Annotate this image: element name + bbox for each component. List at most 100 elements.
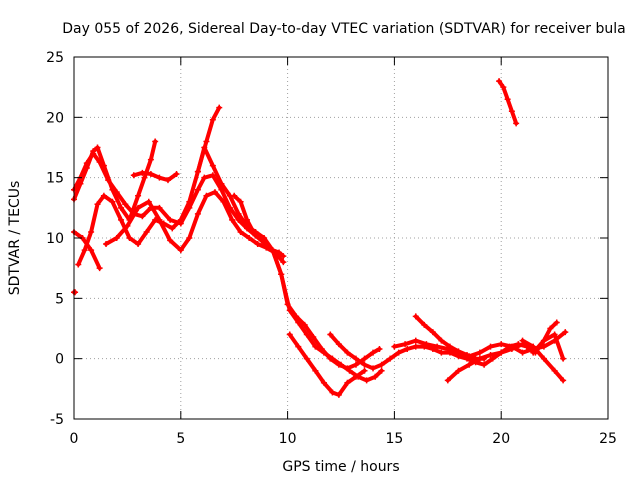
data-point [263, 241, 270, 248]
data-point [203, 138, 210, 145]
series-line [104, 190, 286, 265]
y-tick-label: 15 [46, 171, 64, 187]
data-point [395, 349, 402, 356]
data-point [487, 343, 494, 350]
y-tick-label: -5 [50, 412, 64, 428]
x-tick-label: 10 [279, 431, 297, 447]
data-point [286, 331, 293, 338]
data-point [421, 321, 428, 328]
data-point [498, 349, 505, 356]
data-point [141, 174, 148, 181]
data-point [124, 222, 131, 229]
data-point [553, 319, 560, 326]
y-tick-label: 10 [46, 231, 64, 247]
series-prn-e [103, 189, 287, 266]
data-point [446, 343, 453, 350]
data-point [75, 261, 82, 268]
data-point [177, 216, 184, 223]
data-point [194, 186, 201, 193]
data-point [444, 377, 451, 384]
data-point [344, 349, 351, 356]
data-point [167, 216, 174, 223]
data-point [327, 331, 334, 338]
data-point [177, 247, 184, 254]
data-point [438, 349, 445, 356]
data-point [352, 373, 359, 380]
data-point [423, 341, 430, 348]
data-point [130, 172, 137, 179]
data-point [256, 235, 263, 241]
data-point [194, 168, 201, 175]
data-point [504, 96, 511, 103]
data-point [487, 352, 494, 359]
data-point [301, 321, 308, 328]
data-point [429, 329, 436, 336]
data-point [500, 84, 507, 91]
data-point [88, 247, 95, 254]
series-prn-n [519, 337, 567, 384]
data-point [231, 192, 238, 199]
data-point [361, 367, 368, 374]
data-point [286, 307, 293, 314]
data-point [103, 241, 110, 248]
data-point [96, 265, 103, 272]
data-point [519, 337, 526, 344]
data-point [147, 171, 154, 178]
data-point [378, 361, 385, 368]
data-point [280, 253, 287, 260]
data-point [387, 355, 394, 362]
series-line [531, 332, 566, 361]
data-point [209, 116, 216, 123]
data-point [498, 341, 505, 348]
data-point [508, 346, 515, 353]
data-point [402, 341, 409, 348]
data-point [139, 213, 146, 220]
y-tick-label: 5 [55, 291, 64, 307]
data-point [113, 235, 120, 241]
data-point [464, 352, 471, 359]
data-point [83, 165, 90, 172]
data-point [186, 198, 193, 205]
data-point [88, 228, 95, 235]
data-point [310, 333, 317, 340]
series-prn-m [444, 341, 526, 384]
data-point [335, 391, 342, 398]
data-point [109, 186, 116, 193]
data-point [201, 144, 208, 151]
data-point [81, 247, 88, 254]
data-point [489, 355, 496, 362]
x-tick-label: 20 [492, 431, 510, 447]
data-point [378, 367, 385, 374]
data-point [455, 367, 462, 374]
data-series-group [71, 78, 569, 398]
chart-title: Day 055 of 2026, Sidereal Day-to-day VTE… [62, 21, 625, 37]
data-point [229, 216, 236, 223]
data-point [551, 331, 558, 338]
data-point [218, 180, 225, 187]
data-point [551, 367, 558, 374]
data-point [203, 192, 210, 199]
series-prn-f [130, 169, 180, 184]
data-point [216, 104, 223, 111]
data-point [540, 355, 547, 362]
data-point [303, 331, 310, 338]
data-point [412, 337, 419, 344]
data-point [370, 365, 377, 372]
data-point [404, 346, 411, 353]
series-prn-o [530, 331, 567, 362]
data-point [117, 204, 124, 211]
data-point [72, 289, 79, 296]
data-point [530, 349, 537, 356]
data-point [560, 355, 567, 362]
x-tick-label: 15 [385, 431, 403, 447]
x-tick-label: 25 [599, 431, 617, 447]
data-point [143, 228, 150, 235]
data-point [109, 198, 116, 205]
data-point [434, 343, 441, 350]
data-point [173, 171, 180, 178]
data-point [562, 329, 569, 336]
data-point [278, 271, 285, 278]
data-point [152, 138, 159, 145]
data-point [312, 343, 319, 350]
data-point [370, 349, 377, 356]
